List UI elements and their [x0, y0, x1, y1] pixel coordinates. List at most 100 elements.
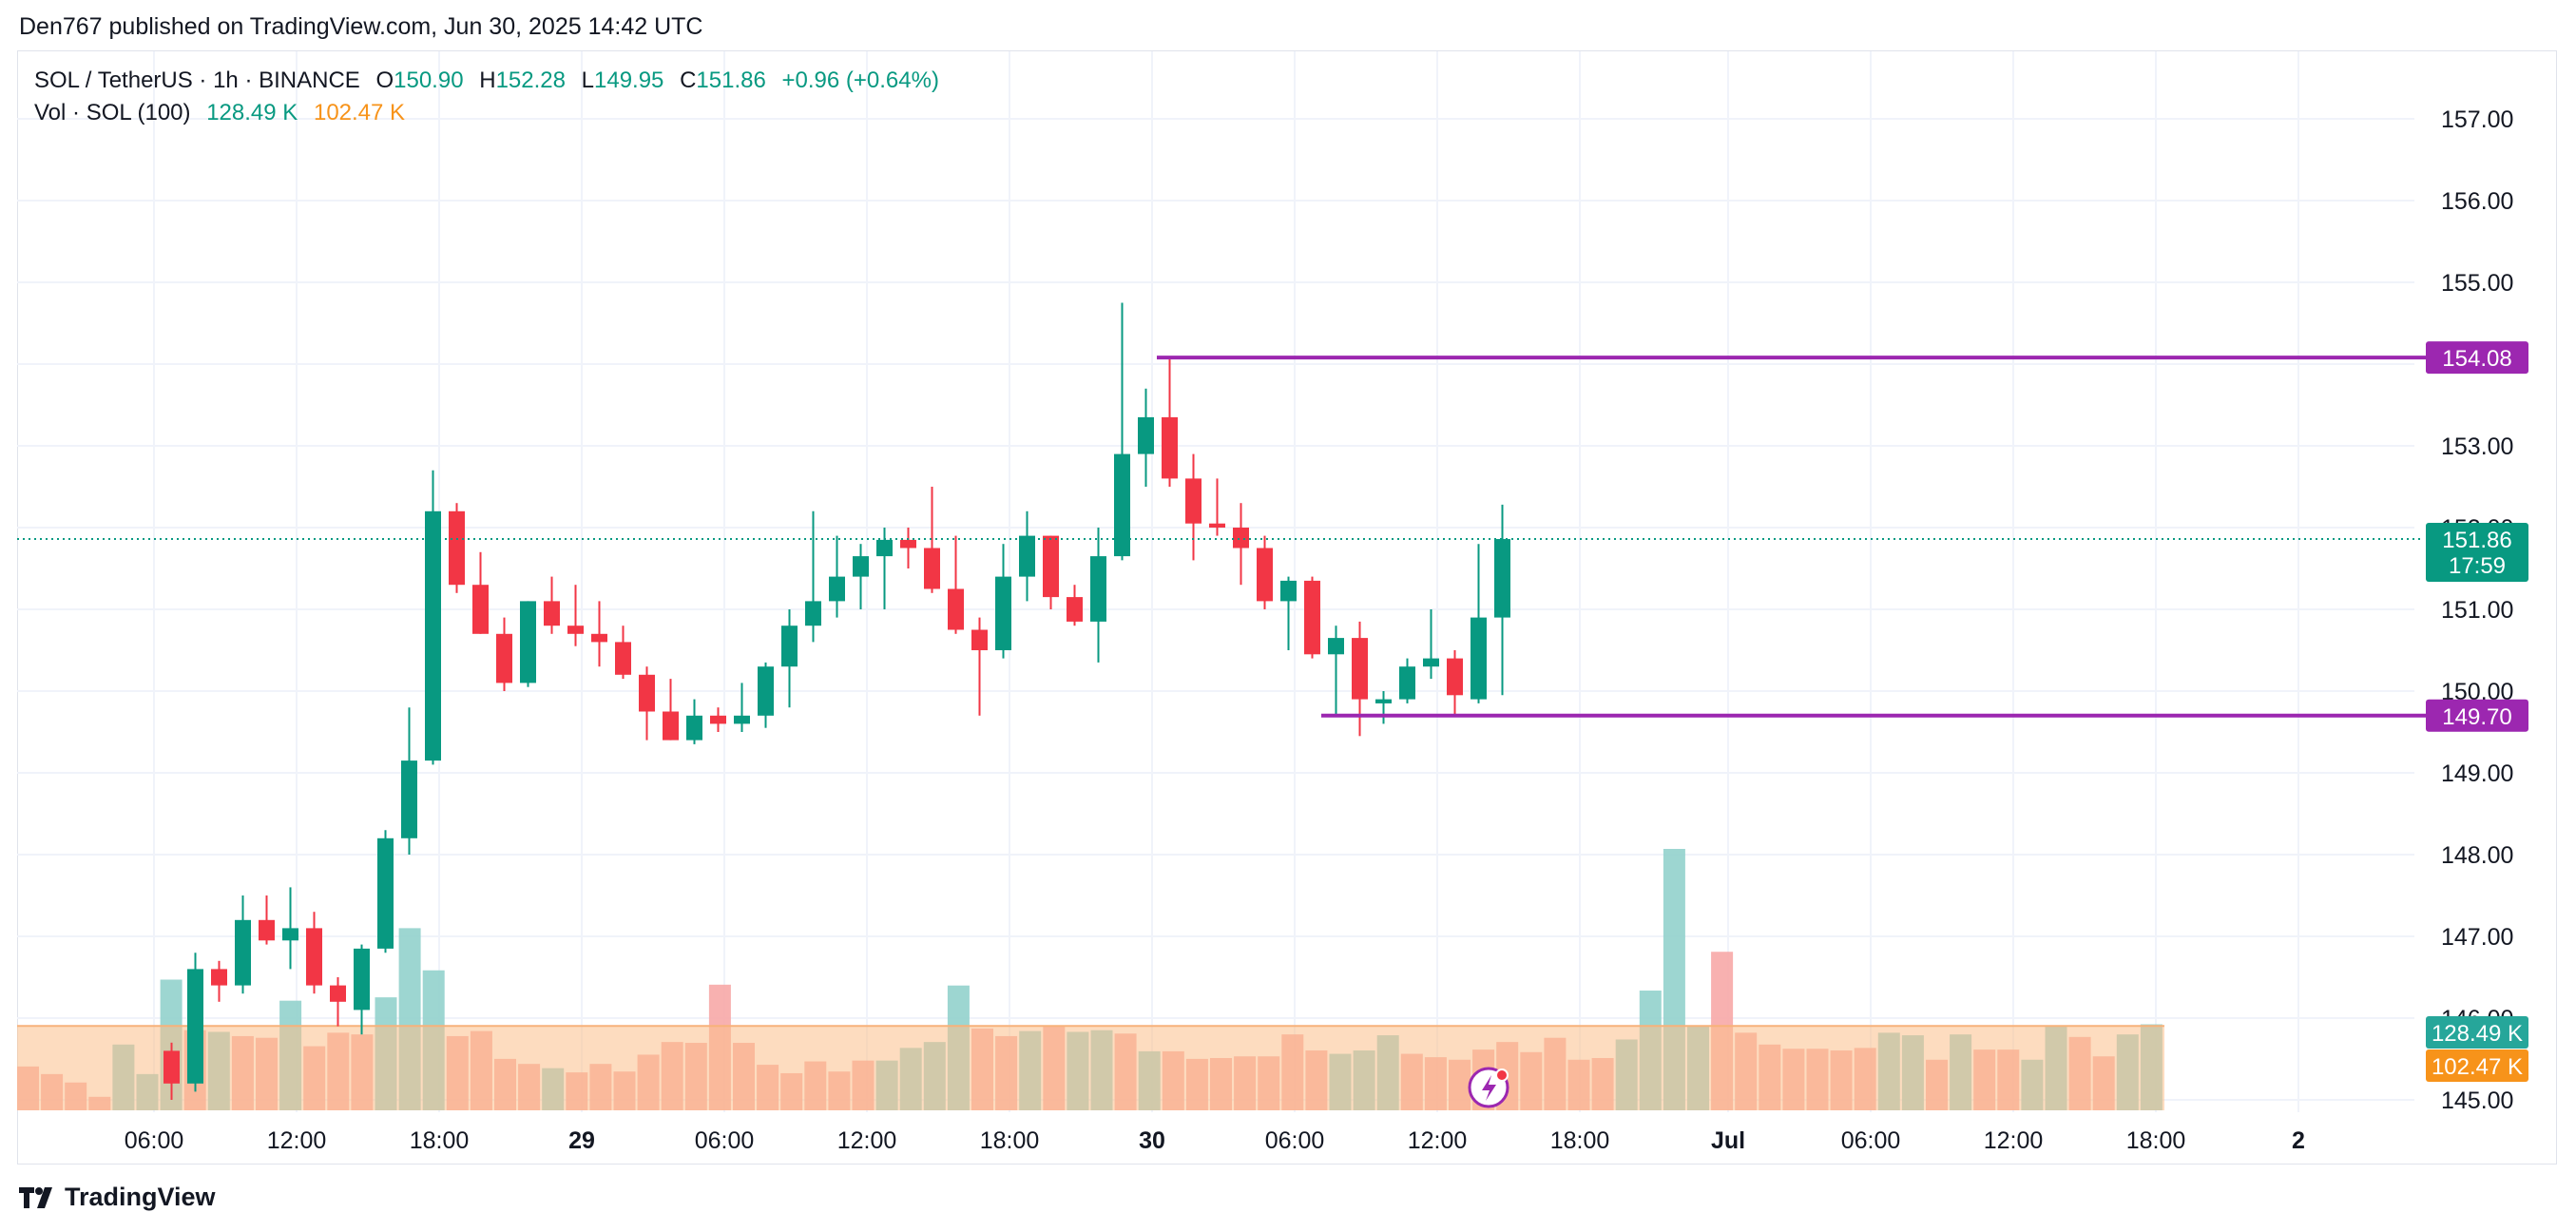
- candle-body: [354, 948, 370, 1011]
- volume-ma-tag-text: 102.47 K: [2432, 1054, 2523, 1080]
- candle-body: [544, 601, 560, 626]
- volume-ma-value: 102.47 K: [313, 100, 406, 125]
- low-value: 149.95: [594, 67, 664, 93]
- volume-ma-tag-bg: [2426, 1049, 2528, 1082]
- last-price-tag-text: 151.86: [2442, 528, 2511, 553]
- close-value: 151.86: [696, 67, 766, 93]
- candle-body: [1328, 638, 1344, 655]
- candle-body: [306, 928, 322, 986]
- time-tick-label: 29: [568, 1127, 595, 1154]
- candle-body: [1233, 528, 1249, 549]
- candle-body: [520, 601, 536, 683]
- candle-body: [401, 760, 417, 838]
- time-tick-label: 18:00: [980, 1127, 1040, 1154]
- candle-body: [377, 837, 394, 949]
- price-tick-label: 157.00: [2441, 106, 2513, 133]
- candle-body: [829, 576, 845, 602]
- candle-body: [1185, 478, 1201, 524]
- time-tick-label: 06:00: [1265, 1127, 1325, 1154]
- volume-value-tag-text: 128.49 K: [2432, 1021, 2523, 1047]
- time-tick-label: 12:00: [267, 1127, 327, 1154]
- time-tick-label: 18:00: [1550, 1127, 1610, 1154]
- candle-body: [1304, 580, 1320, 655]
- candle-body: [1067, 597, 1083, 622]
- candle-body: [567, 626, 584, 634]
- price-tick-label: 153.00: [2441, 433, 2513, 460]
- volume-bars: [17, 849, 2164, 1110]
- time-tick-label: 18:00: [410, 1127, 470, 1154]
- volume-value: 128.49 K: [206, 100, 298, 125]
- time-axis: 06:00 12:00 18:00 29 06:00 12:00 18:00 30 06:00 1…: [125, 1127, 2305, 1154]
- ohlc-legend-row: SOL / TetherUS · 1h · BINANCE O150.90 H1…: [34, 65, 939, 97]
- publisher-line: Den767 published on TradingView.com, Jun…: [19, 13, 703, 40]
- candle-body: [496, 633, 512, 683]
- candle-body: [900, 539, 916, 549]
- volume-value-tag: 128.49 K: [2426, 1016, 2528, 1049]
- candle-body: [1375, 699, 1392, 703]
- candle-body: [330, 985, 346, 1002]
- price-tick-label: 149.00: [2441, 760, 2513, 787]
- level-price-tag: 149.70: [2426, 699, 2528, 732]
- candle-body: [948, 588, 964, 630]
- chart-frame: [17, 50, 2557, 1165]
- candle-body: [853, 556, 869, 577]
- candle-body: [1280, 580, 1297, 602]
- candle-body: [1114, 453, 1130, 557]
- time-tick-label: 12:00: [1984, 1127, 2044, 1154]
- candle-body: [1447, 658, 1463, 696]
- candle-body: [163, 1050, 180, 1084]
- time-tick-label: 18:00: [2126, 1127, 2186, 1154]
- last-price-tag-text: 17:59: [2449, 553, 2506, 579]
- time-tick-label: 06:00: [1841, 1127, 1901, 1154]
- tradingview-brand[interactable]: TradingView: [19, 1183, 216, 1212]
- last-price-tag-bg: [2426, 523, 2528, 583]
- price-tick-label: 148.00: [2441, 842, 2513, 869]
- candle-body: [187, 969, 203, 1084]
- level-price-tag-text: 149.70: [2442, 704, 2511, 730]
- candle-body: [282, 928, 298, 941]
- time-tick-label: 06:00: [125, 1127, 184, 1154]
- volume-title[interactable]: Vol · SOL (100): [34, 100, 191, 125]
- candle-body: [211, 969, 227, 986]
- level-price-tag-bg: [2426, 699, 2528, 732]
- candle-body: [259, 919, 275, 941]
- candle-body: [1399, 666, 1415, 700]
- candle-body: [472, 585, 489, 634]
- level-price-tag: 154.08: [2426, 341, 2528, 375]
- price-tick-label: 151.00: [2441, 597, 2513, 624]
- candle-body: [639, 674, 655, 712]
- price-tick-label: 145.00: [2441, 1088, 2513, 1114]
- candle-body: [710, 715, 726, 724]
- chart-legend: SOL / TetherUS · 1h · BINANCE O150.90 H1…: [34, 65, 939, 129]
- candle-body: [235, 919, 251, 986]
- candle-body: [1494, 539, 1510, 618]
- symbol-title[interactable]: SOL / TetherUS · 1h · BINANCE: [34, 67, 360, 93]
- high-value: 152.28: [495, 67, 566, 93]
- volume-legend-row: Vol · SOL (100) 128.49 K 102.47 K: [34, 97, 939, 129]
- grid-lines: [17, 51, 2414, 1112]
- time-tick-label: 12:00: [1408, 1127, 1468, 1154]
- volume-value-tag-bg: [2426, 1016, 2528, 1049]
- close-label: C: [680, 67, 697, 93]
- level-price-tag-text: 154.08: [2442, 346, 2511, 372]
- tradingview-logo-icon: [19, 1186, 52, 1208]
- level-price-tag-bg: [2426, 341, 2528, 375]
- lightning-icon[interactable]: [1468, 1067, 1509, 1108]
- candle-body: [758, 666, 774, 716]
- candle-body: [1423, 658, 1439, 667]
- level-lines: [17, 356, 2426, 718]
- candle-body: [1257, 548, 1273, 602]
- time-tick-label: 12:00: [837, 1127, 897, 1154]
- candle-body: [449, 510, 465, 586]
- time-tick-label: 2: [2292, 1127, 2305, 1154]
- candle-body: [1352, 638, 1368, 700]
- candle-body: [876, 539, 893, 557]
- low-label: L: [581, 67, 594, 93]
- time-tick-label: Jul: [1711, 1127, 1745, 1154]
- candle-body: [1090, 556, 1106, 622]
- candle-body: [425, 510, 441, 761]
- volume-ma-tag: 102.47 K: [2426, 1049, 2528, 1082]
